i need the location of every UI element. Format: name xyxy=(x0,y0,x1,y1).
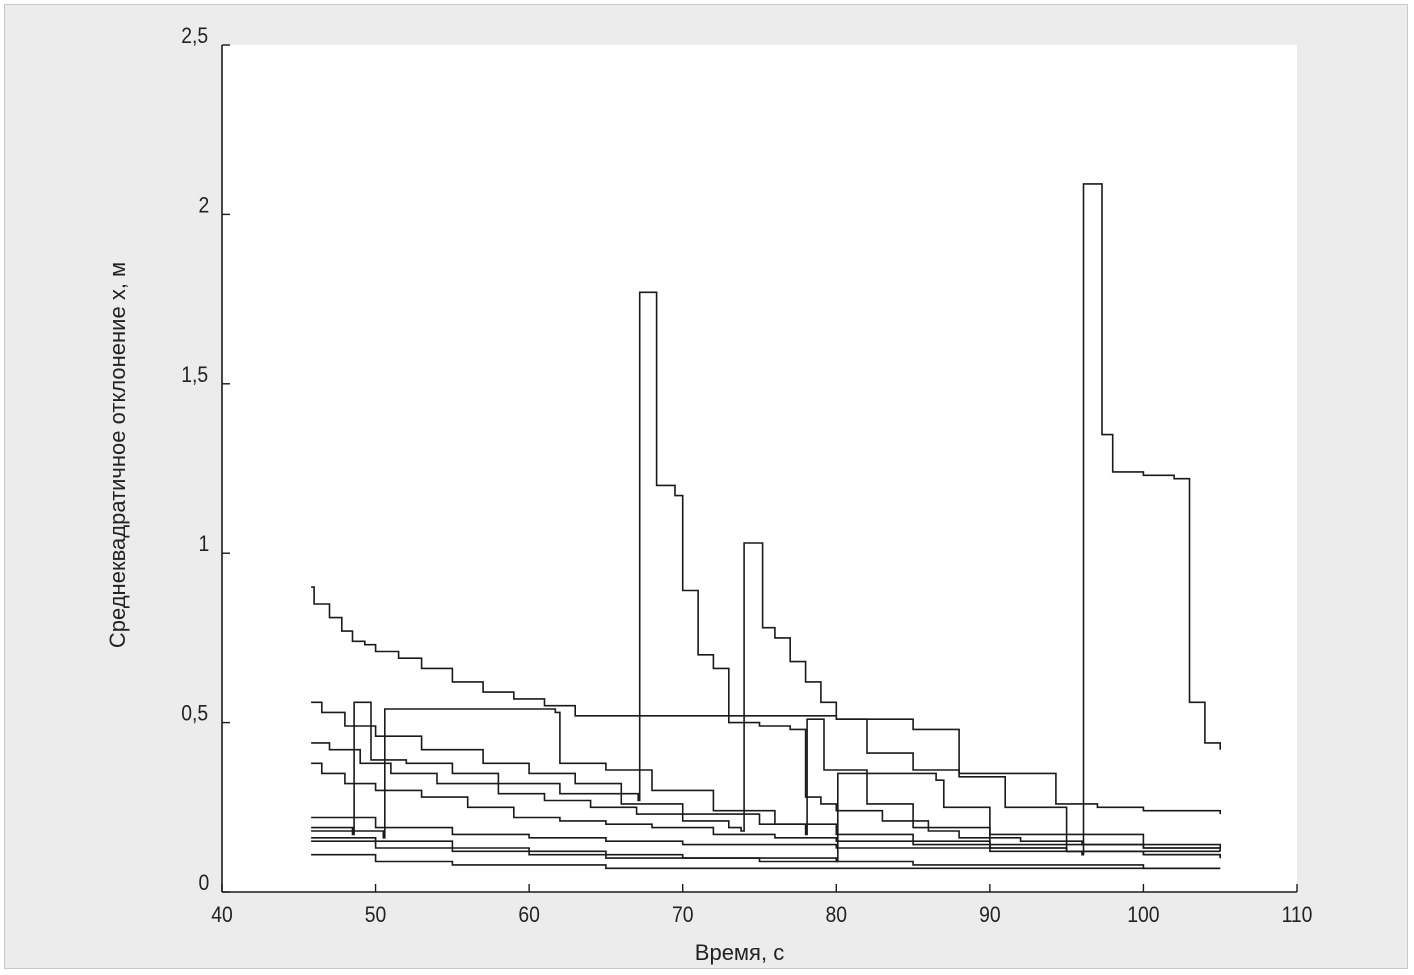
series-line-3 xyxy=(311,542,1221,852)
series-group xyxy=(311,183,1221,870)
series-line-10 xyxy=(311,853,1221,870)
x-tick-label: 80 xyxy=(826,903,848,927)
plot-area xyxy=(222,45,1297,892)
x-axis-title: Время, с xyxy=(695,940,784,965)
y-tick-label: 1,5 xyxy=(181,363,208,387)
x-ticks: 40 50 60 70 80 90 100 110 xyxy=(211,884,1312,927)
y-tick-label: 0,5 xyxy=(181,701,208,725)
x-tick-label: 110 xyxy=(1282,903,1313,927)
y-tick-label: 2 xyxy=(198,193,209,217)
y-ticks: 0 0,5 1 1,5 2 2,5 xyxy=(181,24,230,895)
y-tick-label: 2,5 xyxy=(181,24,208,48)
series-line-8 xyxy=(311,816,1221,853)
x-tick-label: 90 xyxy=(979,903,1001,927)
x-tick-label: 100 xyxy=(1127,903,1159,927)
series-line-6 xyxy=(311,708,1221,859)
y-tick-label: 1 xyxy=(198,532,209,556)
y-tick-label: 0 xyxy=(198,871,209,895)
x-tick-label: 40 xyxy=(211,903,233,927)
series-line-4 xyxy=(311,183,1221,856)
y-axis-title: Среднеквадратичное отклонение x, м xyxy=(105,262,130,648)
x-tick-label: 70 xyxy=(672,903,694,927)
series-line-5 xyxy=(311,701,1221,859)
series-line-1 xyxy=(311,586,1221,815)
x-tick-label: 60 xyxy=(518,903,540,927)
x-tick-label: 50 xyxy=(365,903,387,927)
series-line-9 xyxy=(311,840,1221,870)
